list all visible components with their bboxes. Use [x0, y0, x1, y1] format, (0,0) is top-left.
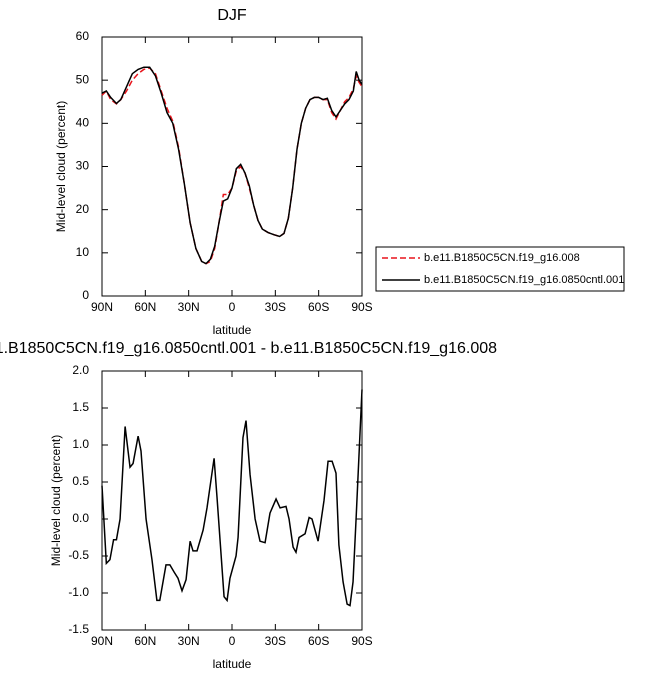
chart-title: DJF	[217, 7, 247, 24]
x-tick-label: 60N	[134, 300, 156, 314]
y-tick-label: 60	[76, 29, 90, 43]
y-tick-label: 1.5	[72, 400, 89, 414]
x-tick-label: 30S	[265, 634, 286, 648]
y-tick-label: -1.0	[68, 585, 89, 599]
y-tick-label: 0.5	[72, 474, 89, 488]
y-tick-label: 0	[82, 288, 89, 302]
data-line	[101, 67, 363, 265]
x-axis-title: latitude	[213, 657, 252, 671]
y-axis-title: Mid-level cloud (percent)	[54, 101, 68, 232]
x-tick-label: 60S	[308, 634, 329, 648]
x-tick-label: 60S	[308, 300, 329, 314]
y-tick-label: 10	[76, 245, 90, 259]
x-axis-title: latitude	[213, 323, 252, 337]
legend-label: b.e11.B1850C5CN.f19_g16.0850cntl.001	[424, 274, 624, 286]
plot-frame	[101, 370, 363, 631]
x-tick-label: 90S	[351, 634, 372, 648]
y-tick-label: -0.5	[68, 548, 89, 562]
y-tick-label: 30	[76, 159, 90, 173]
y-tick-label: 40	[76, 116, 90, 130]
x-tick-label: 30N	[178, 634, 200, 648]
x-tick-label: 90N	[91, 634, 113, 648]
x-tick-label: 90N	[91, 300, 113, 314]
y-tick-label: -1.5	[68, 622, 89, 636]
legend-box	[375, 246, 625, 292]
y-tick-label: 2.0	[72, 363, 89, 377]
x-tick-label: 0	[229, 300, 236, 314]
x-tick-label: 90S	[351, 300, 372, 314]
y-tick-label: 1.0	[72, 437, 89, 451]
y-tick-label: 50	[76, 72, 90, 86]
chart-title: 11.B1850C5CN.f19_g16.0850cntl.001 - b.e1…	[0, 340, 497, 357]
x-tick-label: 0	[229, 634, 236, 648]
data-line	[101, 389, 363, 607]
y-axis-title: Mid-level cloud (percent)	[49, 435, 63, 566]
legend-label: b.e11.B1850C5CN.f19_g16.008	[424, 252, 580, 264]
x-tick-label: 30S	[265, 300, 286, 314]
x-tick-label: 30N	[178, 300, 200, 314]
y-tick-label: 0.0	[72, 511, 89, 525]
y-tick-label: 20	[76, 202, 90, 216]
plot-frame	[101, 36, 363, 297]
x-tick-label: 60N	[134, 634, 156, 648]
data-line	[101, 66, 363, 265]
